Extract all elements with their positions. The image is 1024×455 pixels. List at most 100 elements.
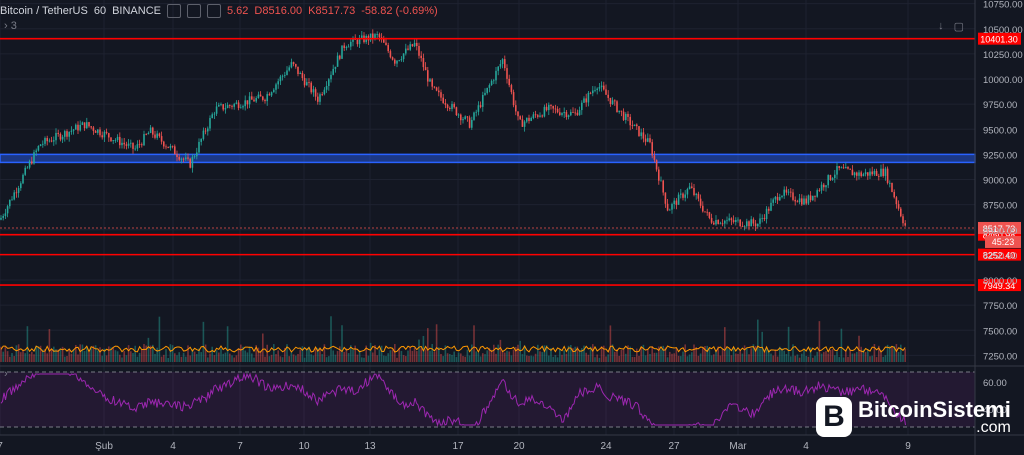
price-axis[interactable]: 10750.00 10500.00 10250.00 10000.00 9750.00 9… (974, 0, 1023, 455)
volume-bar (519, 340, 521, 362)
volume-bar (462, 356, 464, 362)
volume-bar (801, 353, 803, 362)
candle-body (189, 158, 191, 168)
rsi-toggle[interactable]: › (4, 368, 8, 380)
volume-bar (374, 345, 376, 362)
maximize-icon[interactable]: ▢ (953, 21, 964, 33)
candle-body (378, 34, 381, 38)
candle-body (374, 34, 376, 39)
candle-body (257, 94, 260, 99)
chart-grid (0, 0, 975, 435)
volume-bar (119, 354, 121, 362)
candle-body (321, 94, 323, 95)
arrow-down-icon[interactable]: ↓ (938, 20, 944, 32)
candle-body (757, 223, 759, 227)
volume-bar (561, 354, 563, 362)
candle-body (512, 92, 515, 106)
candle-body (581, 102, 583, 111)
time-tick-label: 7 (0, 441, 3, 452)
volume-bar (521, 354, 524, 362)
candle-body (829, 175, 832, 180)
volume-bar (185, 356, 187, 362)
volume-bar (834, 355, 836, 362)
volume-bar (101, 355, 103, 362)
volume-bar (585, 352, 587, 362)
candle-body (396, 60, 398, 64)
candle-body (57, 132, 59, 134)
candle-body (809, 195, 812, 201)
candle-body (611, 100, 614, 105)
candle-body (268, 94, 271, 96)
volume-bar (275, 354, 277, 362)
volume-bar (691, 352, 693, 362)
time-tick-label: 17 (452, 441, 464, 452)
candle-body (497, 66, 499, 71)
candle-body (532, 114, 535, 118)
candle-body (413, 42, 416, 47)
candle-body (134, 148, 136, 150)
candle-body (691, 186, 693, 188)
volume-bar (730, 355, 733, 362)
candle-body (167, 146, 169, 148)
volume-bar (550, 347, 552, 362)
time-tick-label: 4 (170, 441, 176, 452)
volume-bar (684, 344, 686, 362)
candle-body (875, 170, 878, 176)
volume-bar (158, 316, 161, 362)
volume-bar (328, 356, 330, 362)
candle-body (44, 137, 46, 144)
volume-bar (728, 349, 730, 362)
compare-icon[interactable] (167, 4, 181, 18)
volume-bar (273, 344, 275, 362)
volume-bar (114, 350, 117, 362)
candle-body (856, 172, 858, 176)
volume-bar (400, 350, 403, 362)
candle-body (893, 191, 895, 198)
candle-body (26, 167, 29, 169)
interval-label[interactable]: 60 (93, 5, 107, 17)
volume-bar (636, 348, 638, 362)
volume-bar (504, 352, 506, 362)
candle-body (226, 105, 229, 109)
ohlc-low: D8516.00 (254, 5, 303, 17)
price-tick-label: 10500.00 (983, 25, 1023, 36)
volume-bar (402, 355, 405, 362)
volume-bar (112, 347, 114, 362)
candle-body (420, 55, 422, 59)
candle-body (614, 100, 616, 102)
volume-bar (838, 357, 840, 362)
volume-bar (486, 350, 488, 362)
candle-body (24, 167, 26, 175)
volume-bar (499, 339, 502, 362)
candle-body (246, 100, 249, 105)
volume-bar (235, 355, 238, 362)
candle-body (72, 129, 75, 131)
volume-bar (783, 350, 785, 362)
settings-icon[interactable] (207, 4, 221, 18)
candle-body (156, 133, 158, 138)
volume-bar (284, 347, 286, 362)
symbol-title[interactable]: Bitcoin / TetherUS (0, 5, 88, 17)
horizontal-lines[interactable]: 10401.30 8450.98 8252.40 7949.34 8517.73 45:2… (0, 32, 1021, 292)
volume-bar (281, 357, 284, 362)
candle-body (310, 82, 312, 93)
candle-body (598, 87, 601, 89)
volume-bar (673, 353, 675, 362)
volume-bar (651, 346, 653, 362)
volume-bar (152, 344, 154, 362)
candle-body (163, 141, 165, 147)
volume-bar (823, 352, 825, 362)
time-axis[interactable]: 7 Şub 4 7 10 13 17 20 24 27 Mar 4 9 (0, 434, 1024, 452)
volume-bar (695, 347, 697, 362)
volume-bar (193, 351, 196, 362)
volume-bar (418, 339, 420, 362)
candle-body (616, 101, 618, 113)
eye-icon[interactable] (187, 4, 201, 18)
volume-bar (891, 346, 893, 362)
volume-bar (97, 350, 99, 362)
candle-body (468, 117, 471, 128)
candle-body (369, 33, 372, 41)
price-label: 8450.98 (983, 231, 1016, 241)
pane-toggle[interactable]: › 3 (4, 20, 17, 32)
